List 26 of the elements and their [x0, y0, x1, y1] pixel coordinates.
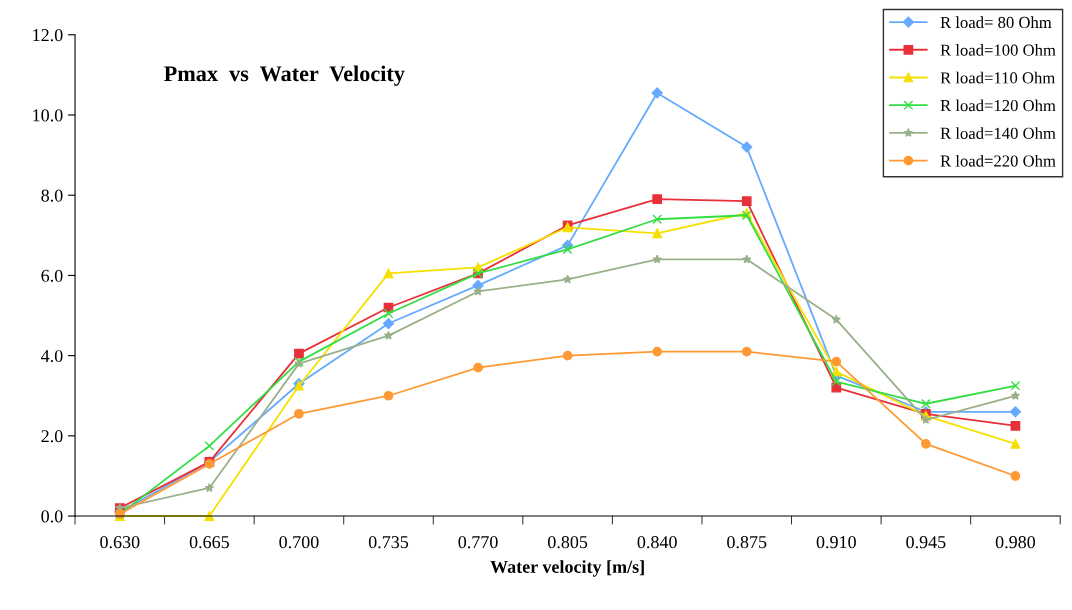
x-tick-label: 0.665: [189, 536, 229, 549]
y-tick-label: 0.0: [41, 510, 63, 523]
text: Pmax vs Water Velocity: [164, 65, 405, 86]
legend-label: R load= 80 Ohm: [940, 16, 1052, 29]
legend-label: R load=220 Ohm: [940, 154, 1056, 167]
x-tick-label: 0.805: [548, 536, 588, 549]
x-tick-label: 0.840: [637, 536, 677, 549]
y-tick-label: 4.0: [41, 349, 63, 363]
x-tick-label: 0.735: [368, 536, 409, 549]
y-tick-label: 2.0: [41, 430, 63, 443]
legend-label: R load=110 Ohm: [940, 71, 1056, 84]
y-tick-label: 8.0: [41, 189, 63, 202]
y-tick-label: 10.0: [33, 109, 63, 122]
x-tick-label: 0.980: [995, 536, 1036, 549]
x-tick-label: 0.875: [727, 536, 767, 549]
legend-label: R load=120 Ohm: [940, 99, 1056, 112]
legend-label: R load=100 Ohm: [940, 44, 1056, 56]
x-tick-label: 0.910: [816, 536, 856, 549]
x-axis-title: Water velocity [m/s]: [490, 560, 644, 577]
x-tick-label: 0.945: [906, 536, 946, 549]
y-tick-label: 12.0: [33, 29, 63, 42]
x-tick-label: 0.630: [100, 536, 140, 549]
x-tick-label: 0.770: [458, 536, 498, 549]
y-tick-label: 6.0: [41, 269, 63, 282]
x-tick-label: 0.700: [279, 536, 319, 549]
legend-label: R load=140 Ohm: [940, 127, 1056, 139]
